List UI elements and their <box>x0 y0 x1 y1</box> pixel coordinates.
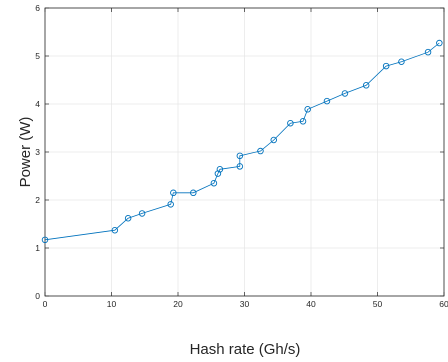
x-tick-label: 20 <box>173 299 183 309</box>
data-point <box>299 118 307 125</box>
data-point <box>210 179 218 187</box>
x-tick-label: 30 <box>240 299 250 309</box>
data-point <box>170 189 177 197</box>
y-tick-label: 3 <box>35 147 40 157</box>
data-point <box>323 97 331 105</box>
x-tick-label: 60 <box>439 299 448 309</box>
data-point <box>216 166 224 173</box>
data-point <box>270 136 278 144</box>
x-tick-label: 10 <box>107 299 117 309</box>
data-point <box>436 39 443 47</box>
data-point <box>111 226 119 234</box>
data-point <box>41 236 49 244</box>
data-point <box>362 82 370 89</box>
data-point <box>382 62 390 70</box>
y-tick-label: 0 <box>35 291 40 301</box>
data-point <box>138 210 146 217</box>
y-tick-label: 2 <box>35 195 40 205</box>
data-point <box>124 214 132 222</box>
x-axis-label: Hash rate (Gh/s) <box>190 341 301 358</box>
data-point <box>257 147 264 155</box>
x-tick-label: 40 <box>306 299 316 309</box>
x-tick-label: 0 <box>43 299 48 309</box>
data-point <box>236 152 244 160</box>
data-point <box>341 90 349 97</box>
data-point <box>287 119 294 127</box>
data-point <box>304 106 311 113</box>
x-tick-label: 50 <box>373 299 383 309</box>
y-tick-label: 1 <box>35 243 40 253</box>
data-point <box>167 201 174 208</box>
data-point <box>424 48 432 56</box>
y-axis-label: Power (W) <box>17 117 34 188</box>
y-tick-label: 5 <box>35 51 40 61</box>
data-point <box>236 163 244 170</box>
y-tick-label: 4 <box>35 99 40 109</box>
data-point <box>398 58 405 66</box>
axis-ticks: 0 10 20 30 40 50 60 0 1 2 3 4 5 6 <box>35 3 448 309</box>
data-point <box>190 189 197 197</box>
data-series <box>41 39 443 244</box>
y-tick-label: 6 <box>35 3 40 13</box>
series-line <box>44 42 440 241</box>
